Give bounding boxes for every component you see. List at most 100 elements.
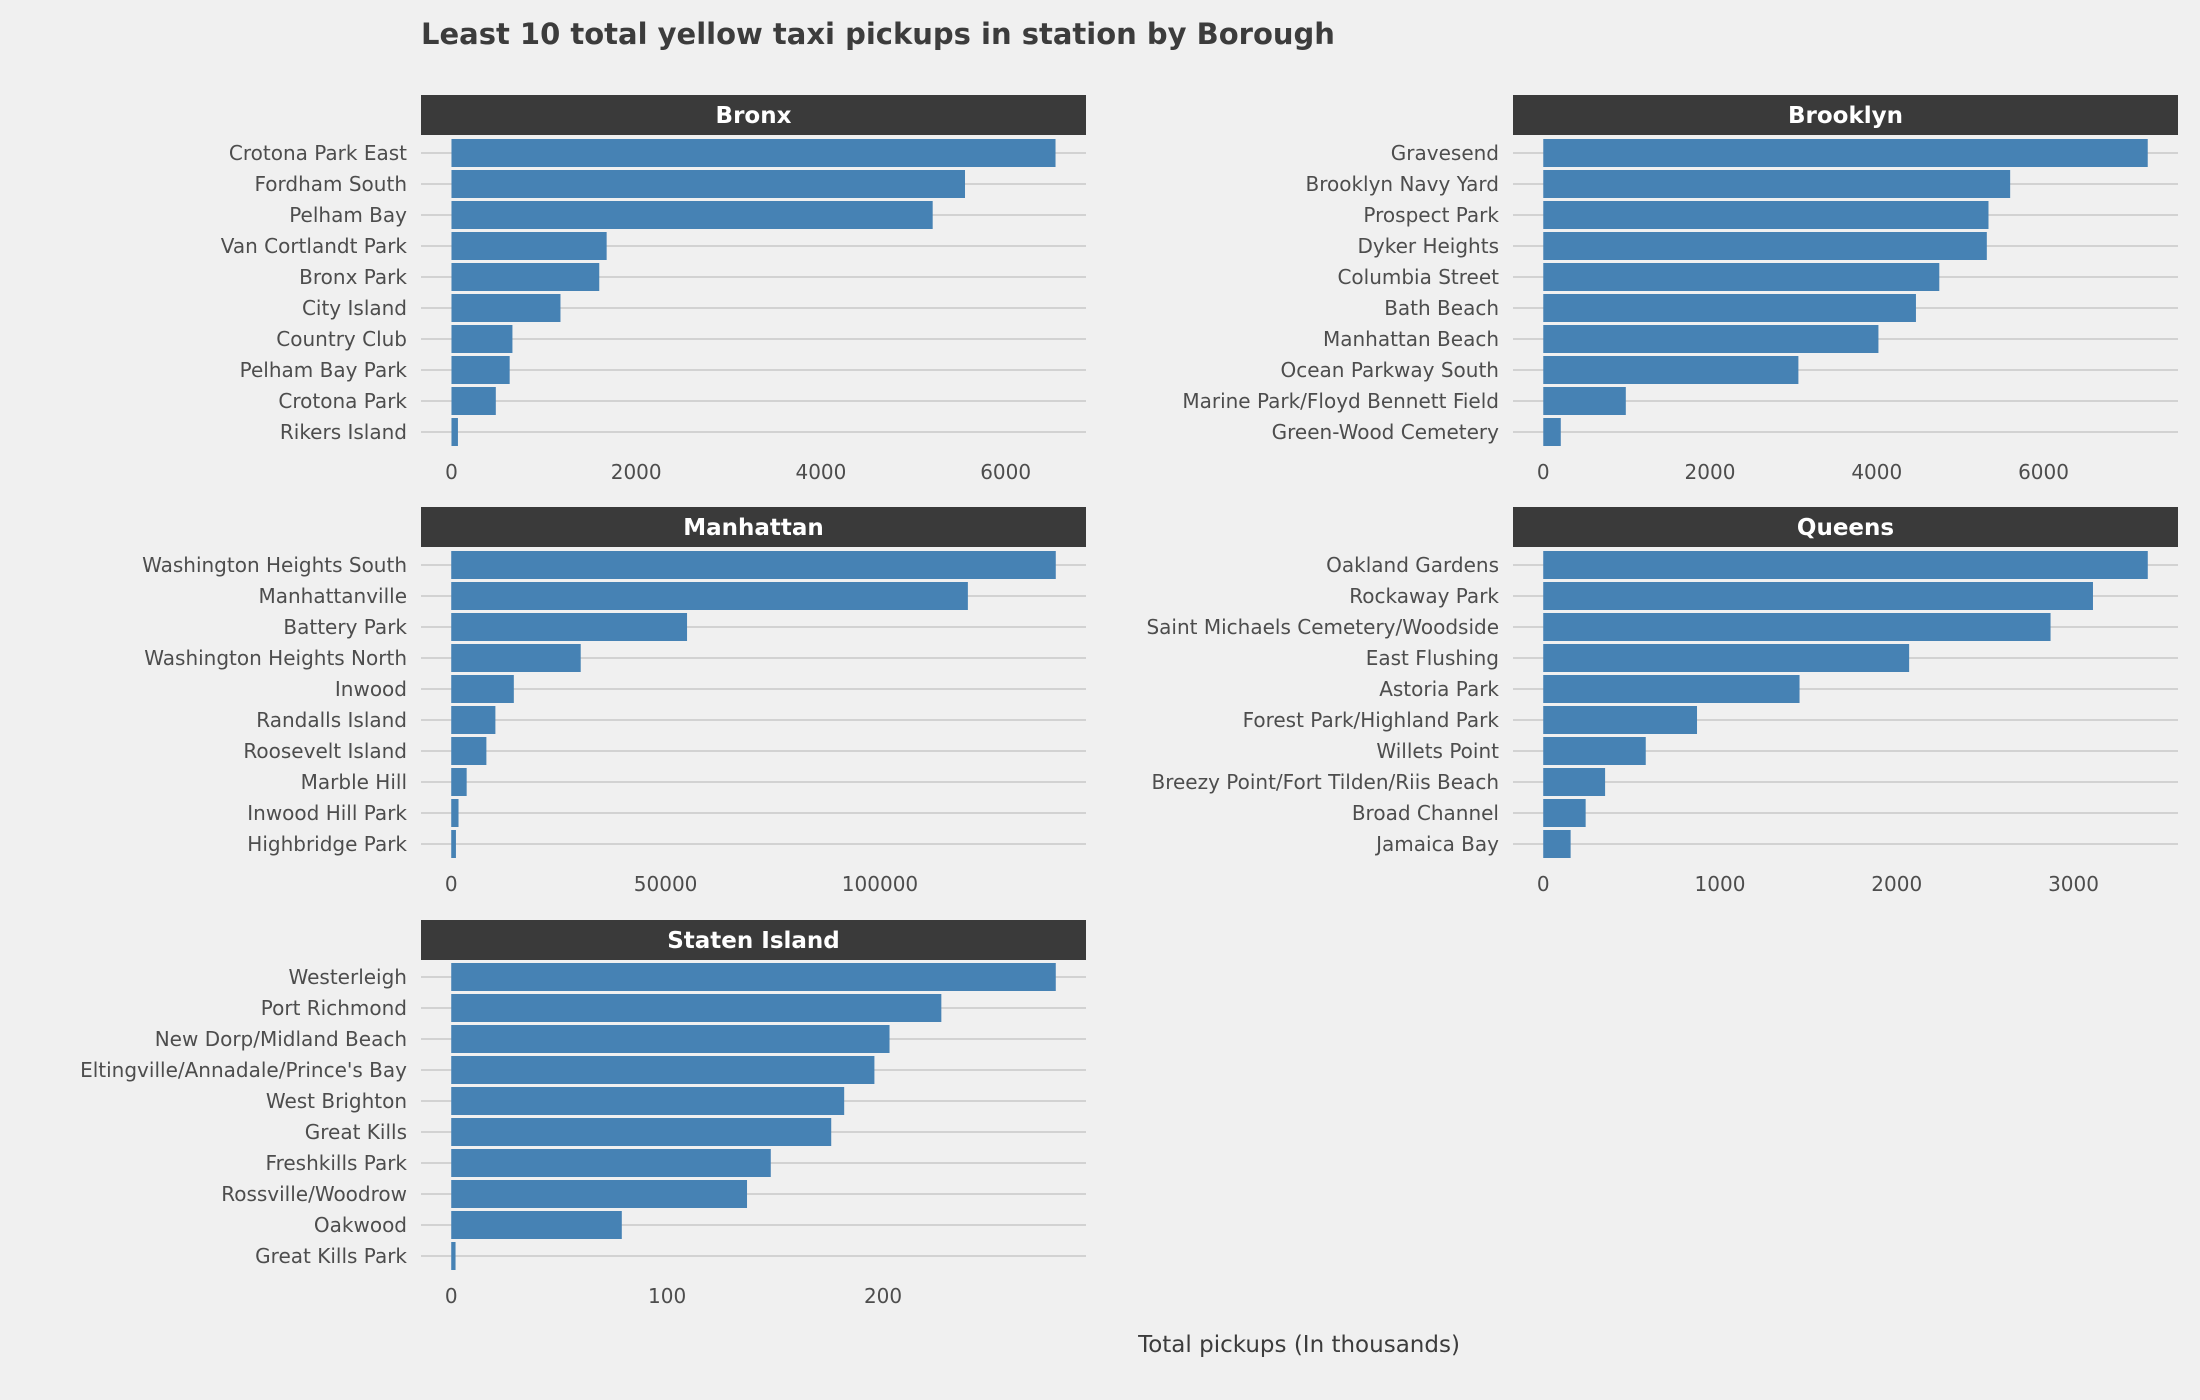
category-label: West Brighton (266, 1089, 407, 1113)
category-label: East Flushing (1366, 646, 1499, 670)
facet-strip (1513, 95, 2178, 135)
category-label: Inwood Hill Park (247, 801, 407, 825)
bar-inwood (451, 675, 514, 703)
x-tick-label: 4000 (1851, 460, 1902, 484)
bar-dyker-heights (1543, 232, 1987, 260)
category-label: Highbridge Park (247, 832, 407, 856)
category-label: Dyker Heights (1357, 234, 1499, 258)
x-tick-label: 0 (445, 460, 458, 484)
x-tick-label: 6000 (2018, 460, 2069, 484)
bar-manhattan-beach (1543, 325, 1879, 353)
category-label: City Island (302, 296, 407, 320)
category-label: Ocean Parkway South (1281, 358, 1500, 382)
x-tick-label: 100000 (842, 872, 918, 896)
category-label: Bronx Park (299, 265, 407, 289)
facet-title: Brooklyn (1788, 103, 1903, 129)
category-label: Washington Heights South (142, 553, 407, 577)
x-tick-label: 0 (1537, 872, 1550, 896)
bar-west-brighton (451, 1087, 845, 1115)
bar-rockaway-park (1543, 582, 2093, 610)
bar-saint-michaels-cemetery-woodside (1543, 613, 2051, 641)
category-label: Manhattan Beach (1323, 327, 1499, 351)
category-label: New Dorp/Midland Beach (155, 1027, 407, 1051)
bar-green-wood-cemetery (1543, 418, 1561, 446)
category-label: Great Kills Park (255, 1244, 407, 1268)
bar-columbia-street (1543, 263, 1940, 291)
bar-port-richmond (451, 994, 942, 1022)
bar-city-island (451, 294, 561, 322)
bar-astoria-park (1543, 675, 1800, 703)
category-label: Fordham South (255, 172, 408, 196)
bar-oakwood (451, 1211, 622, 1239)
bar-ocean-parkway-south (1543, 356, 1799, 384)
x-tick-label: 1000 (1695, 872, 1746, 896)
bar-great-kills (451, 1118, 832, 1146)
category-label: Freshkills Park (266, 1151, 408, 1175)
x-tick-label: 2000 (1871, 872, 1922, 896)
category-label: Marine Park/Floyd Bennett Field (1182, 389, 1499, 413)
bar-great-kills-park (451, 1242, 456, 1270)
category-label: Randalls Island (256, 708, 407, 732)
facet-strip (421, 920, 1086, 960)
category-label: Battery Park (283, 615, 407, 639)
facet-bronx: Bronx Crotona Park East Fordham South Pelha… (221, 95, 1086, 484)
bar-east-flushing (1543, 644, 1910, 672)
bar-pelham-bay (451, 201, 933, 229)
bar-broad-channel (1543, 799, 1586, 827)
bar-manhattanville (451, 582, 968, 610)
bar-country-club (451, 325, 513, 353)
x-tick-label: 0 (1537, 460, 1550, 484)
bar-breezy-point-fort-tilden-riis-beach (1543, 768, 1606, 796)
category-label: Eltingville/Annadale/Prince's Bay (80, 1058, 407, 1082)
x-axis-label: Total pickups (In thousands) (1137, 1332, 1460, 1358)
x-tick-label: 100 (648, 1284, 686, 1308)
category-label: Gravesend (1391, 141, 1499, 165)
bar-van-cortlandt-park (451, 232, 607, 260)
category-label: Jamaica Bay (1374, 832, 1499, 856)
bar-crotona-park-east (451, 139, 1056, 167)
facet-panels: Bronx Crotona Park East Fordham South Pelha… (80, 95, 2178, 1308)
bar-new-dorp-midland-beach (451, 1025, 890, 1053)
category-label: Rikers Island (280, 420, 407, 444)
bar-brooklyn-navy-yard (1543, 170, 2011, 198)
x-tick-label: 50000 (634, 872, 698, 896)
bar-battery-park (451, 613, 688, 641)
category-label: Prospect Park (1363, 203, 1499, 227)
category-label: Forest Park/Highland Park (1243, 708, 1500, 732)
x-tick-label: 4000 (795, 460, 846, 484)
bar-pelham-bay-park (451, 356, 510, 384)
facet-manhattan: Manhattan Washington Heights South Manhatt… (142, 507, 1086, 896)
bar-washington-heights-north (451, 644, 581, 672)
category-label: Oakland Gardens (1326, 553, 1499, 577)
bar-gravesend (1543, 139, 2148, 167)
category-label: Saint Michaels Cemetery/Woodside (1146, 615, 1499, 639)
bar-rikers-island (451, 418, 458, 446)
category-label: Westerleigh (289, 965, 408, 989)
category-label: Pelham Bay (289, 203, 407, 227)
bar-prospect-park (1543, 201, 1989, 229)
x-tick-label: 0 (445, 872, 458, 896)
category-label: Great Kills (305, 1120, 407, 1144)
chart-title: Least 10 total yellow taxi pickups in st… (421, 17, 1335, 51)
category-label: Van Cortlandt Park (221, 234, 408, 258)
facet-title: Bronx (716, 103, 792, 129)
bar-rossville-woodrow (451, 1180, 748, 1208)
x-tick-label: 0 (445, 1284, 458, 1308)
category-label: Pelham Bay Park (240, 358, 408, 382)
category-label: Port Richmond (261, 996, 407, 1020)
facet-staten-island: Staten Island Westerleigh Port Richmond New… (80, 920, 1086, 1308)
category-label: Bath Beach (1384, 296, 1499, 320)
category-label: Rossville/Woodrow (221, 1182, 407, 1206)
facet-title: Staten Island (667, 928, 840, 954)
bar-marine-park-floyd-bennett-field (1543, 387, 1626, 415)
category-label: Willets Point (1376, 739, 1499, 763)
category-label: Washington Heights North (144, 646, 407, 670)
bar-bath-beach (1543, 294, 1916, 322)
bar-bronx-park (451, 263, 600, 291)
bar-randalls-island (451, 706, 496, 734)
category-label: Columbia Street (1337, 265, 1499, 289)
category-label: Inwood (335, 677, 407, 701)
category-label: Rockaway Park (1349, 584, 1499, 608)
facet-strip (1513, 507, 2178, 547)
